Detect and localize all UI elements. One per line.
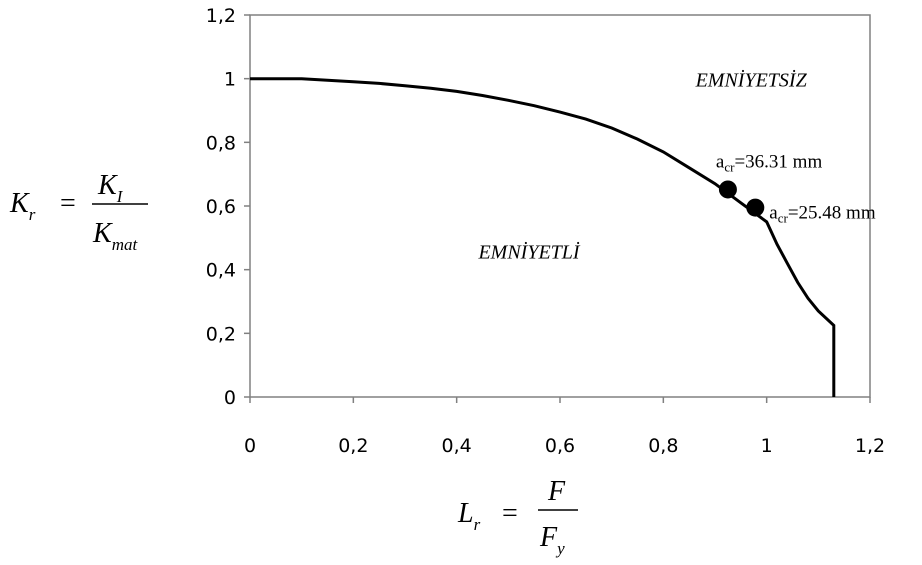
region-label: EMNİYETLİ <box>477 241 580 264</box>
y-tick-label: 0,8 <box>206 132 236 154</box>
svg-text:Kmat: Kmat <box>92 218 138 254</box>
svg-text:=: = <box>60 188 76 219</box>
y-axis-label: Kr = KI Kmat <box>9 170 148 254</box>
x-tick-label: 0,2 <box>338 435 368 457</box>
x-axis-label: Lr = F Fy <box>457 476 578 558</box>
critical-point-marker <box>746 199 764 217</box>
y-axis: 0 0,2 0,4 0,6 0,8 1 1,2 <box>206 5 250 409</box>
y-tick-label: 0,2 <box>206 323 236 345</box>
y-tick-label: 0,4 <box>206 260 236 282</box>
failure-assessment-curve <box>250 79 834 397</box>
svg-text:KI: KI <box>97 170 124 206</box>
critical-points: acr=36.31 mm acr=25.48 mm <box>716 151 876 225</box>
svg-text:Fy: Fy <box>539 522 565 558</box>
critical-point-label: acr=25.48 mm <box>769 203 876 226</box>
x-axis: 0 0,2 0,4 0,6 0,8 1 1,2 <box>244 397 885 457</box>
critical-point-marker <box>719 180 737 198</box>
svg-text:Kr: Kr <box>9 188 36 224</box>
x-tick-label: 1 <box>761 435 773 457</box>
y-tick-label: 1,2 <box>206 5 236 27</box>
x-tick-label: 0 <box>244 435 256 457</box>
x-tick-label: 1,2 <box>855 435 885 457</box>
y-tick-label: 0 <box>224 387 236 409</box>
critical-point-label: acr=36.31 mm <box>716 151 823 174</box>
svg-text:F: F <box>547 476 566 507</box>
svg-text:Lr: Lr <box>457 498 481 534</box>
x-tick-label: 0,4 <box>442 435 472 457</box>
y-tick-label: 1 <box>224 69 236 91</box>
region-label: EMNİYETSİZ <box>695 69 808 92</box>
y-tick-label: 0,6 <box>206 196 236 218</box>
svg-text:=: = <box>502 498 518 529</box>
x-tick-label: 0,8 <box>648 435 678 457</box>
x-tick-label: 0,6 <box>545 435 575 457</box>
